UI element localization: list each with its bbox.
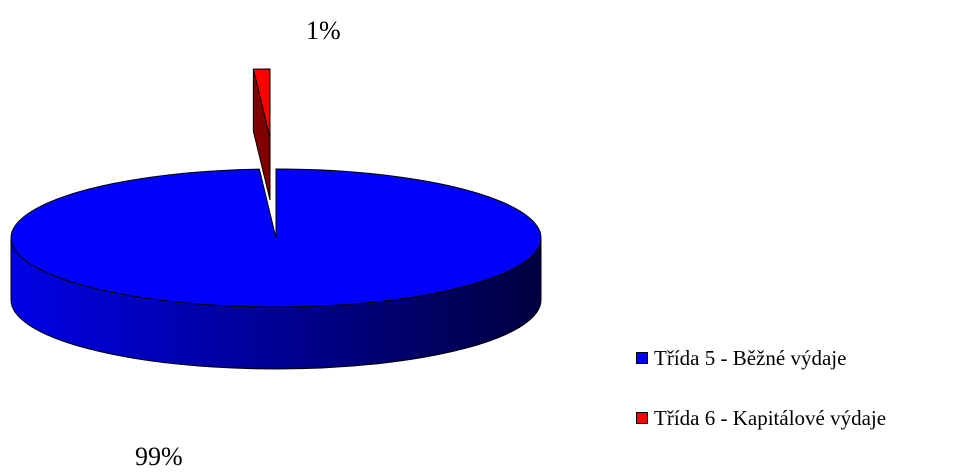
pie-slice-trida-6 (252, 68, 271, 139)
legend-item-trida-6: Třída 6 - Kapitálové výdaje (636, 406, 886, 430)
pie-slice-trida-5 (10, 168, 542, 308)
legend-swatch-blue (636, 352, 648, 364)
legend-label-trida-5: Třída 5 - Běžné výdaje (654, 345, 847, 370)
legend: Třída 5 - Běžné výdaje Třída 6 - Kapitál… (636, 346, 886, 466)
data-label-trida-5: 99% (135, 442, 183, 471)
legend-label-trida-6: Třída 6 - Kapitálové výdaje (654, 405, 887, 430)
data-label-trida-6: 1% (306, 16, 341, 45)
legend-item-trida-5: Třída 5 - Běžné výdaje (636, 346, 886, 370)
legend-swatch-red (636, 412, 648, 424)
